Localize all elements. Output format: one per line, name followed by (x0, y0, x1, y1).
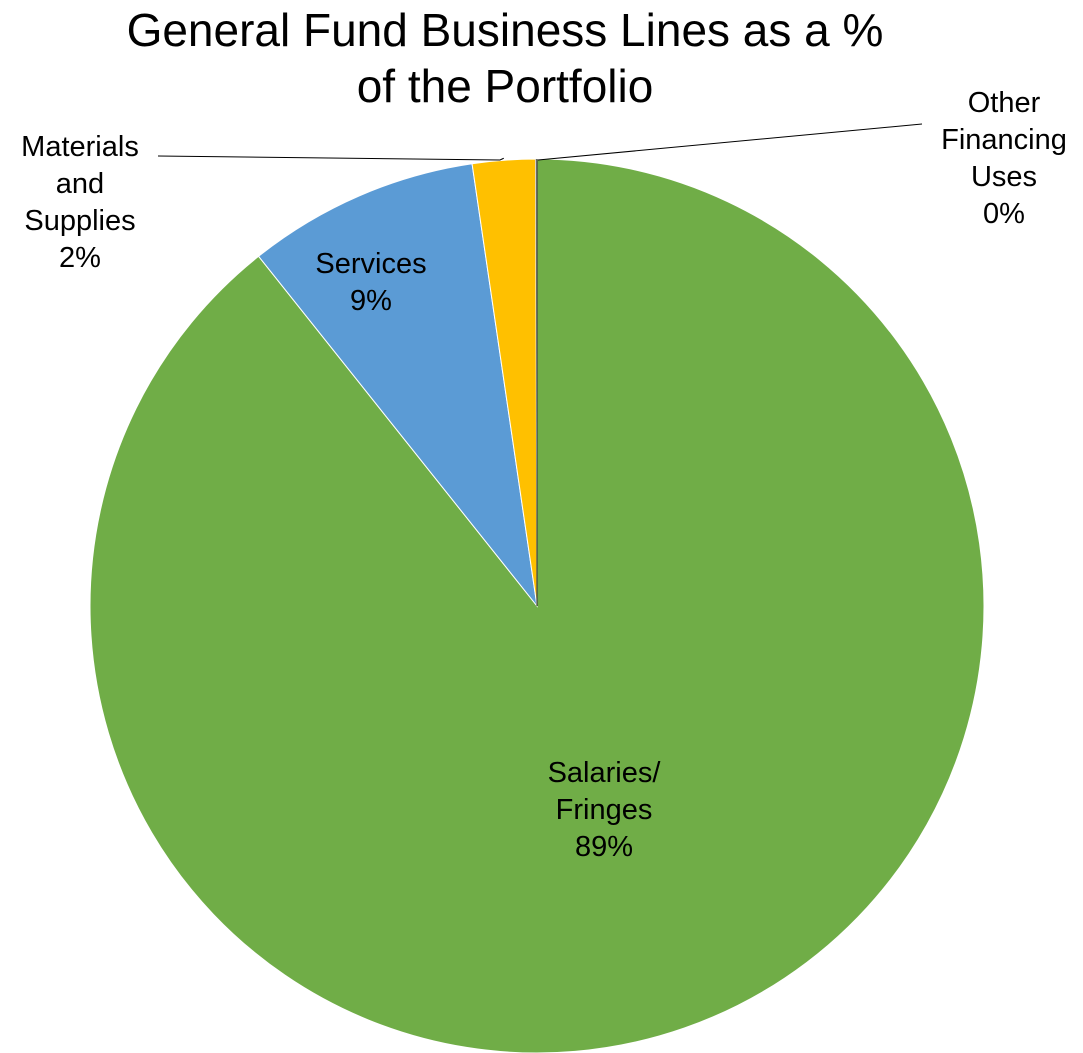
leader-line-other-financing-uses (537, 123, 923, 161)
materials-and-supplies-label-line-1: Materials (21, 131, 139, 163)
other-financing-uses-value-label: 0% (983, 198, 1025, 230)
materials-and-supplies-label-line-2: and (56, 168, 104, 200)
materials-and-supplies-label-line-3: Supplies (24, 205, 135, 237)
pie-slice-materials-and-supplies (471, 158, 538, 607)
materials-and-supplies-value-label: 2% (59, 242, 101, 274)
salaries-fringes-value-label: 89% (575, 831, 633, 863)
chart-title-line-1: General Fund Business Lines as a % (126, 4, 884, 56)
chart-title: General Fund Business Lines as a % of th… (0, 2, 1010, 114)
services-label-line-1: Services (315, 248, 426, 280)
other-financing-uses-label-line-3: Uses (971, 161, 1037, 193)
other-financing-uses-label-line-2: Financing (941, 124, 1067, 156)
salaries-fringes-label-line-2: Fringes (556, 794, 653, 826)
chart-title-line-2: of the Portfolio (356, 60, 654, 112)
other-financing-uses-label-line-1: Other (968, 87, 1041, 119)
services-value-label: 9% (350, 285, 392, 317)
salaries-fringes-label-line-1: Salaries/ (548, 757, 662, 789)
leader-line-materials-and-supplies (157, 155, 504, 161)
pie-slice-services (257, 163, 538, 608)
